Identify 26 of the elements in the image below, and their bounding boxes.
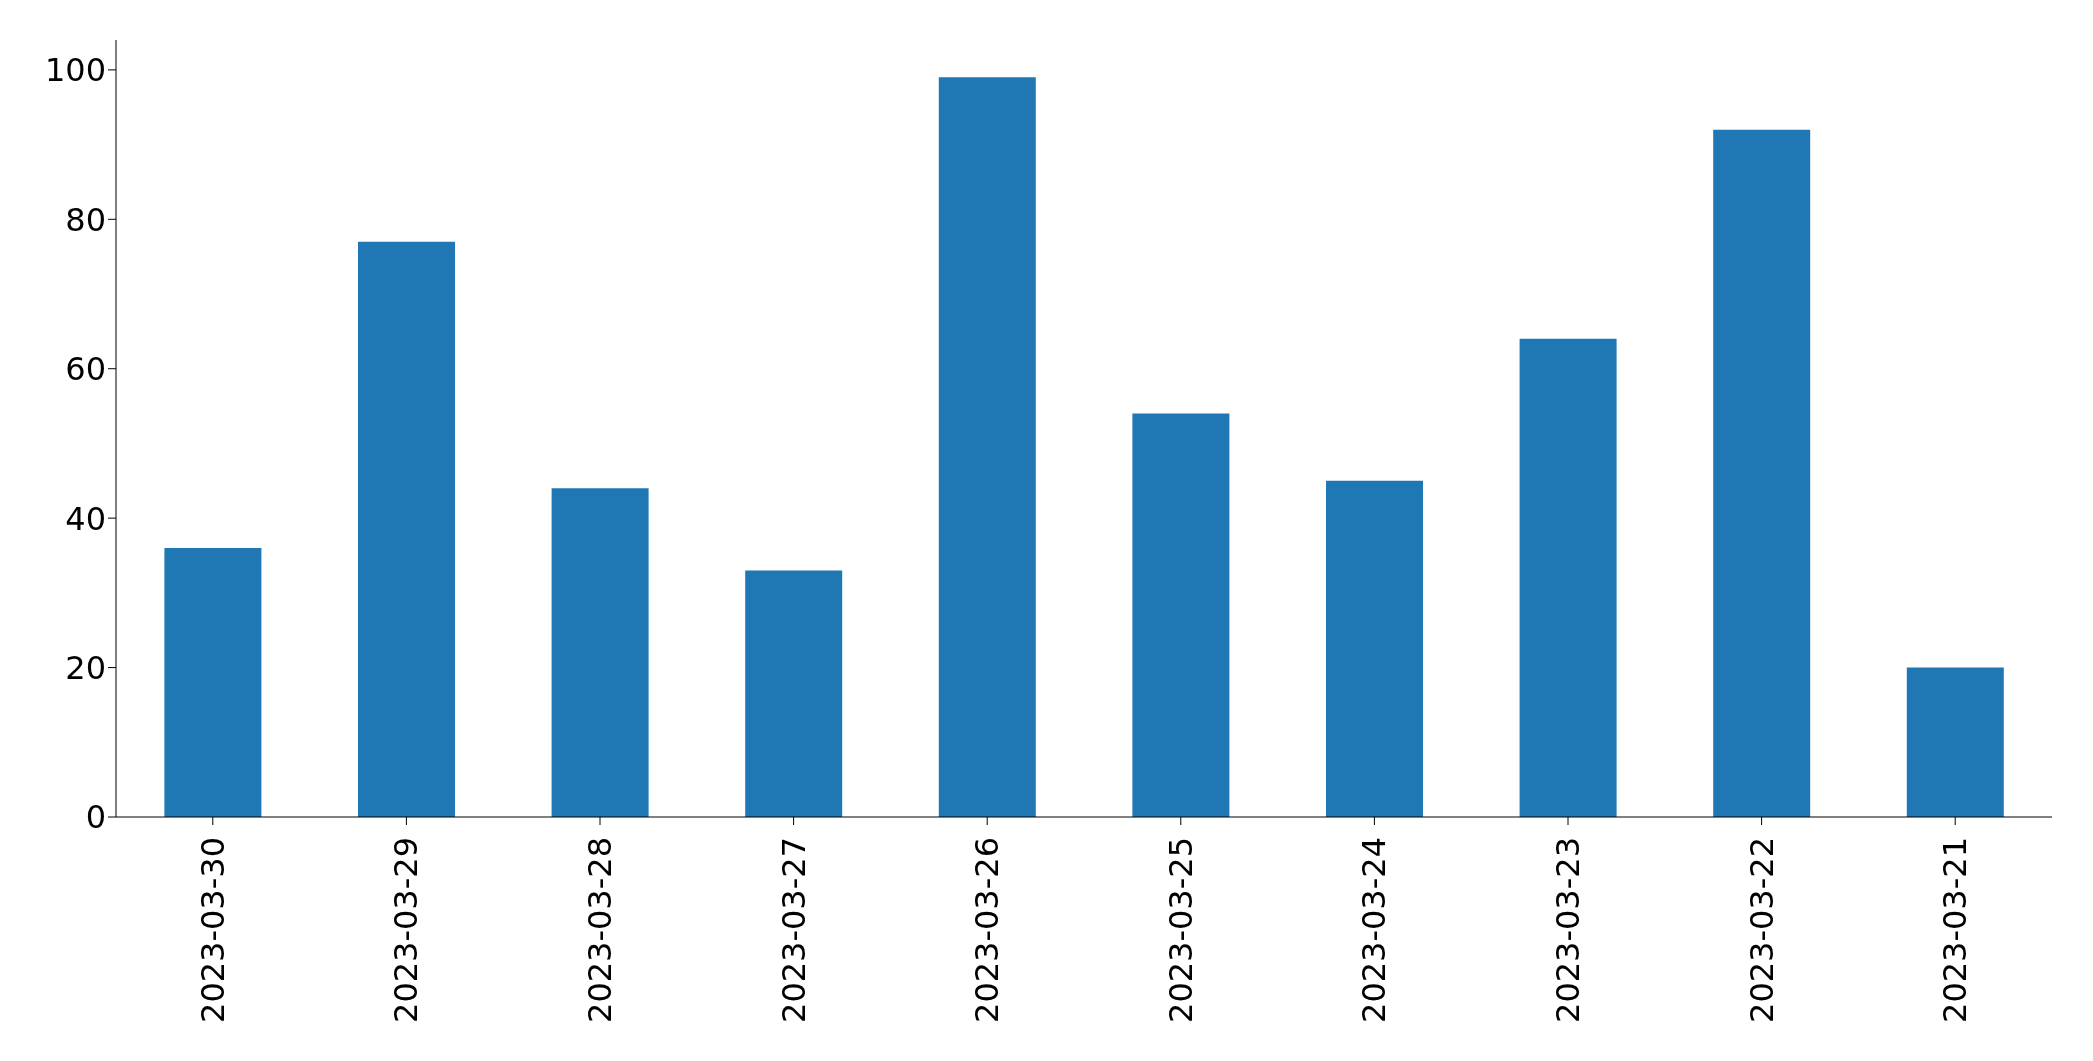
bar: [1519, 338, 1617, 817]
bar: [1132, 413, 1230, 817]
bar: [745, 570, 843, 817]
y-tick-label: 0: [85, 798, 106, 837]
x-tick-label: 2023-03-24: [1355, 837, 1394, 1023]
bar: [551, 488, 649, 817]
x-tick-label: 2023-03-26: [968, 837, 1007, 1023]
x-tick-label: 2023-03-30: [193, 837, 232, 1023]
y-tick-label: 60: [65, 350, 106, 389]
x-tick-label: 2023-03-23: [1549, 837, 1587, 1023]
bar: [1906, 667, 2004, 817]
x-tick-label: 2023-03-22: [1742, 837, 1781, 1023]
x-tick-label: 2023-03-27: [774, 837, 813, 1023]
bar: [164, 548, 262, 817]
x-tick-label: 2023-03-21: [1936, 837, 1975, 1023]
bar: [1713, 129, 1811, 817]
bar: [938, 77, 1036, 817]
y-tick-label: 40: [65, 499, 106, 538]
y-tick-label: 20: [65, 648, 106, 687]
y-tick-label: 100: [44, 51, 106, 90]
x-tick-label: 2023-03-28: [581, 837, 619, 1023]
bar: [358, 241, 455, 817]
bar: [1326, 480, 1423, 817]
x-tick-label: 2023-03-29: [387, 837, 426, 1023]
y-tick-label: 80: [65, 200, 106, 239]
x-tick-label: 2023-03-25: [1161, 837, 1200, 1023]
